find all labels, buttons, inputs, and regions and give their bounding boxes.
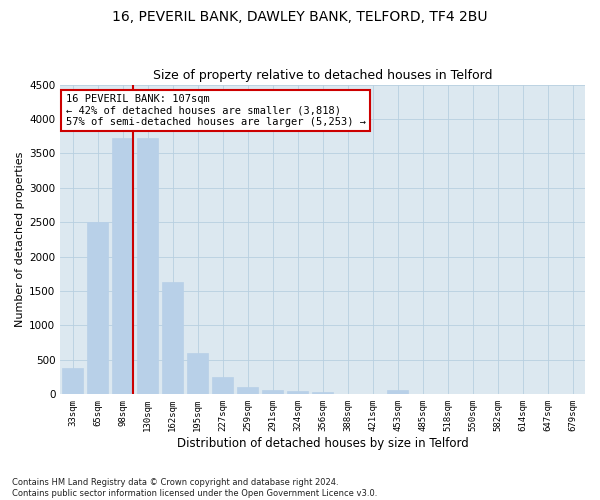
Text: Contains HM Land Registry data © Crown copyright and database right 2024.
Contai: Contains HM Land Registry data © Crown c… [12, 478, 377, 498]
Text: 16, PEVERIL BANK, DAWLEY BANK, TELFORD, TF4 2BU: 16, PEVERIL BANK, DAWLEY BANK, TELFORD, … [112, 10, 488, 24]
Bar [212, 378, 233, 394]
Bar [287, 391, 308, 394]
Text: 16 PEVERIL BANK: 107sqm
← 42% of detached houses are smaller (3,818)
57% of semi: 16 PEVERIL BANK: 107sqm ← 42% of detache… [65, 94, 365, 127]
X-axis label: Distribution of detached houses by size in Telford: Distribution of detached houses by size … [177, 437, 469, 450]
Bar [387, 390, 408, 394]
Bar [187, 353, 208, 395]
Bar [87, 222, 109, 394]
Bar [112, 138, 133, 394]
Bar [162, 282, 184, 395]
Title: Size of property relative to detached houses in Telford: Size of property relative to detached ho… [153, 69, 493, 82]
Bar [137, 138, 158, 394]
Bar [237, 388, 258, 394]
Bar [312, 392, 333, 394]
Y-axis label: Number of detached properties: Number of detached properties [15, 152, 25, 327]
Bar [62, 368, 83, 394]
Bar [262, 390, 283, 394]
